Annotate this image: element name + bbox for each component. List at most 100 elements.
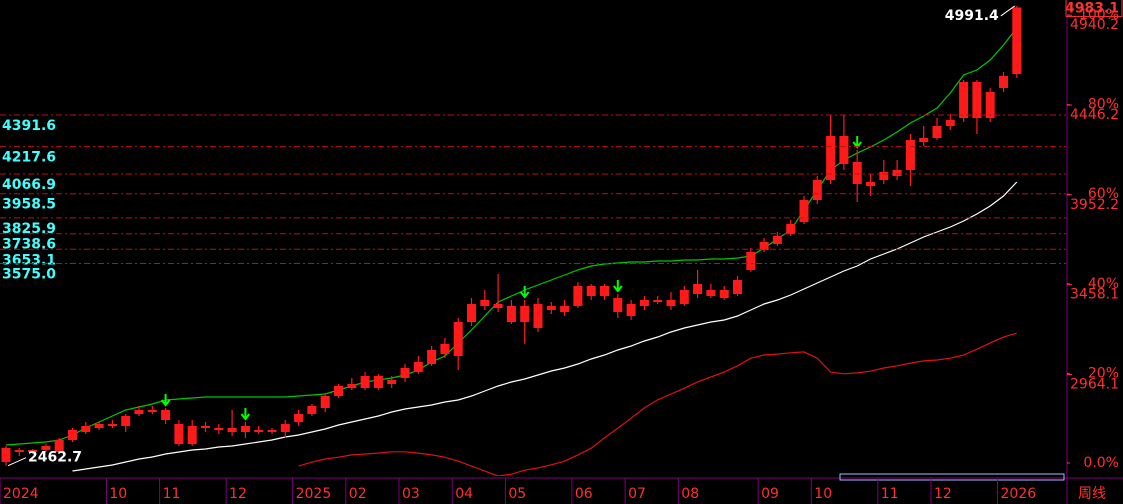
candle-body	[1012, 7, 1022, 75]
x-tick-label: 03	[402, 486, 420, 502]
x-tick-label: 10	[814, 486, 832, 502]
candle-body	[28, 450, 38, 452]
candle-body	[334, 386, 343, 396]
candle-body	[999, 76, 1008, 88]
x-tick-label: 08	[681, 486, 699, 502]
high-annotation: 4991.4	[945, 8, 999, 24]
candle-body	[41, 446, 51, 450]
annotation-line	[1000, 5, 1016, 17]
level-label: 3958.5	[2, 197, 56, 213]
plot-area	[1, 5, 1022, 476]
candle-body	[613, 298, 623, 312]
candle-body	[307, 406, 317, 414]
level-label: 3738.6	[2, 237, 56, 253]
candle-body	[879, 172, 889, 180]
candle-body	[254, 430, 264, 432]
candle-body	[400, 368, 410, 378]
candle-body	[972, 82, 982, 118]
candle-body	[520, 306, 530, 322]
candle-body	[81, 426, 91, 432]
signal-arrow	[852, 136, 862, 149]
x-tick-label: 2025	[296, 486, 332, 502]
candle-body	[493, 304, 503, 308]
candle-body	[360, 376, 370, 388]
candle-body	[799, 200, 809, 222]
candle-body	[772, 236, 782, 244]
signal-arrow	[613, 280, 623, 293]
candle-body	[839, 136, 849, 164]
candle-body	[693, 284, 703, 294]
candle-body	[201, 426, 210, 428]
signal-arrow	[160, 394, 171, 407]
x-tick-label: 06	[575, 486, 593, 502]
level-label: 4066.9	[2, 177, 56, 193]
candle-body	[107, 424, 117, 426]
candle-body	[347, 384, 357, 388]
candle-body	[985, 92, 995, 118]
candle-body	[68, 430, 77, 440]
candle-body	[54, 440, 64, 452]
candle-body	[719, 290, 729, 298]
candle-body	[440, 344, 450, 354]
candle-body	[453, 322, 463, 356]
candle-body	[826, 136, 836, 180]
candle-body	[467, 304, 476, 322]
x-tick-label: 10	[109, 486, 127, 502]
candle-body	[866, 182, 875, 186]
y-tick-label: 3952.2	[1070, 197, 1119, 213]
x-tick-label: 2024	[3, 486, 39, 502]
candle-body	[387, 380, 397, 384]
current-price-label: 4983.1	[1065, 0, 1119, 16]
candle-body	[733, 280, 742, 294]
candle-body	[134, 410, 144, 414]
candle-body	[533, 304, 543, 328]
candle-body	[506, 306, 516, 322]
candle-body	[706, 290, 716, 296]
x-tick-label: 02	[349, 486, 367, 502]
x-tick-label: 12	[934, 486, 952, 502]
candle-body	[653, 300, 663, 302]
x-tick-label: 2026	[1001, 486, 1037, 502]
candle-body	[147, 410, 157, 412]
candle-body	[959, 82, 969, 118]
candle-body	[480, 300, 490, 306]
candle-body	[280, 424, 290, 432]
candle-body	[161, 410, 171, 420]
period-label[interactable]: 周线	[1078, 486, 1106, 502]
candle-body	[267, 430, 277, 432]
candle-body	[214, 428, 224, 430]
level-label: 4217.6	[2, 150, 56, 166]
candle-body	[294, 414, 304, 422]
scrollbar[interactable]	[839, 473, 1065, 481]
x-tick-label: 11	[163, 486, 181, 502]
candle-body	[945, 120, 955, 126]
y2-tick-label: 100%	[1079, 7, 1119, 23]
candle-body	[905, 140, 915, 170]
candle-body	[121, 416, 131, 426]
candle-body	[1, 448, 11, 462]
indicator-line	[298, 332, 1017, 476]
signal-arrow	[519, 286, 530, 299]
candle-body	[679, 290, 689, 304]
y2-tick-label: 60%	[1088, 186, 1119, 202]
low-annotation: 2462.7	[28, 450, 82, 466]
level-label: 4391.6	[2, 118, 56, 134]
y2-tick-label: 20%	[1088, 365, 1119, 381]
y2-tick-label: 0.0%	[1083, 455, 1119, 471]
signal-arrow	[240, 408, 251, 421]
y-tick-label: 4940.2	[1070, 17, 1119, 33]
x-tick-label: 04	[455, 486, 473, 502]
candle-body	[174, 424, 184, 444]
x-tick-label: 11	[881, 486, 899, 502]
candle-body	[932, 126, 942, 138]
x-tick-label: 09	[761, 486, 779, 502]
candle-body	[626, 304, 636, 316]
candle-body	[586, 286, 596, 296]
x-tick-label: 05	[508, 486, 526, 502]
candle-body	[666, 300, 676, 306]
candle-body	[786, 224, 796, 234]
candle-body	[14, 450, 24, 452]
x-tick-label: 07	[628, 486, 646, 502]
candle-body	[759, 242, 769, 250]
